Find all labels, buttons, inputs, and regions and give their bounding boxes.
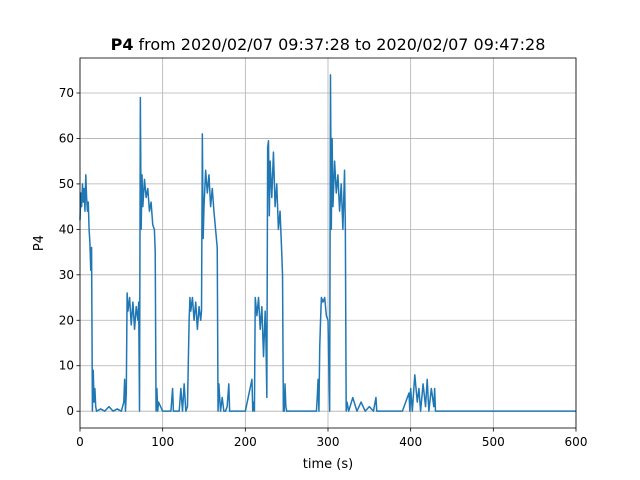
title-name: P4 — [111, 35, 134, 54]
line-series — [79, 74, 576, 412]
x-tick-label: 600 — [565, 435, 588, 449]
y-tick-label: 70 — [59, 86, 74, 100]
y-tick-label: 0 — [66, 404, 74, 418]
plot-frame — [79, 57, 577, 429]
y-tick-label: 10 — [59, 359, 74, 373]
x-tick-label: 100 — [151, 435, 174, 449]
x-tick-label: 0 — [76, 435, 84, 449]
title-rest: from 2020/02/07 09:37:28 to 2020/02/07 0… — [138, 35, 545, 54]
y-axis-label: P4 — [32, 235, 47, 251]
y-tick-label: 50 — [59, 177, 74, 191]
y-tick-label: 20 — [59, 313, 74, 327]
x-tick-label: 400 — [399, 435, 422, 449]
x-axis-label: time (s) — [303, 457, 353, 472]
y-tick-label: 60 — [59, 131, 74, 145]
x-tick-label: 300 — [317, 435, 340, 449]
y-tick-label: 40 — [59, 222, 74, 236]
x-tick-label: 200 — [234, 435, 257, 449]
y-tick-label: 30 — [59, 268, 74, 282]
chart-title: P4 from 2020/02/07 09:37:28 to 2020/02/07… — [111, 35, 546, 54]
x-tick-label: 500 — [482, 435, 505, 449]
